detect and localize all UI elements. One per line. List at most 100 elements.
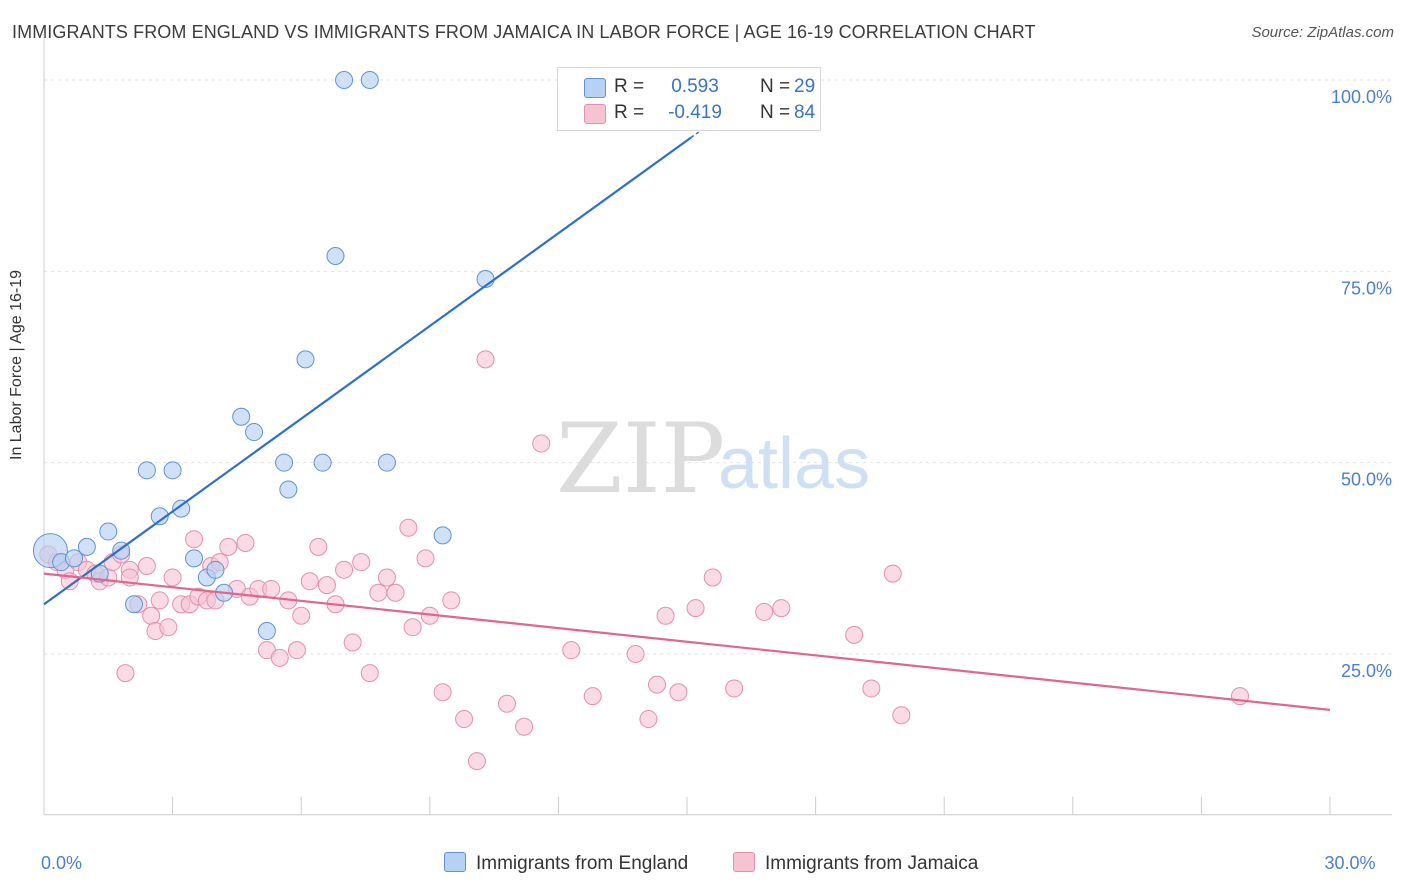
england-point (150, 507, 169, 526)
jamaica-point (163, 568, 182, 587)
jamaica-point (755, 602, 774, 621)
jamaica-point (639, 710, 658, 729)
england-legend-label: Immigrants from England (476, 853, 689, 874)
jamaica-point (399, 518, 418, 537)
jamaica-n-value: 84 (794, 102, 816, 123)
axes (43, 33, 1392, 816)
england-point (232, 407, 251, 426)
england-point (125, 595, 144, 614)
jamaica-point (862, 679, 881, 698)
jamaica-n-label: N = (760, 102, 791, 123)
jamaica-point (467, 752, 486, 771)
england-r-label: R = (614, 76, 645, 97)
jamaica-point (335, 560, 354, 579)
jamaica-point (532, 434, 551, 453)
jamaica-point (703, 568, 722, 587)
jamaica-point (647, 675, 666, 694)
gridlines (44, 79, 1392, 655)
watermark: ZIP atlas (556, 403, 870, 515)
x-tick-label: 30.0% (1324, 853, 1375, 873)
tick-labels: 25.0% 50.0% 75.0% 100.0% 0.0% 30.0% (41, 87, 1392, 873)
jamaica-point (562, 641, 581, 660)
jamaica-point (287, 641, 306, 660)
jamaica-point (137, 556, 156, 575)
england-point (257, 622, 276, 641)
jamaica-point (377, 568, 396, 587)
england-r-value: 0.593 (671, 76, 719, 97)
england-point (279, 480, 298, 499)
jamaica-point (583, 687, 602, 706)
england-point (433, 526, 452, 545)
x-tick-label: 0.0% (41, 853, 82, 873)
jamaica-point (626, 645, 645, 663)
y-tick-label: 25.0% (1341, 661, 1392, 681)
chart-title: IMMIGRANTS FROM ENGLAND VS IMMIGRANTS FR… (12, 22, 1036, 42)
jamaica-point (236, 534, 255, 553)
england-point (163, 461, 182, 480)
england-point (77, 537, 96, 556)
england-n-label: N = (760, 76, 791, 97)
bottom-legend-jamaica[interactable]: Immigrants from Jamaica (733, 852, 978, 875)
jamaica-r-label: R = (614, 102, 645, 123)
jamaica-point (442, 591, 461, 610)
jamaica-point (455, 710, 474, 729)
england-legend-swatch (444, 852, 466, 872)
jamaica-point (686, 599, 705, 618)
england-swatch (584, 78, 606, 98)
jamaica-r-value: -0.419 (668, 102, 722, 123)
source-credit: Source: ZipAtlas.com (1251, 24, 1394, 41)
watermark-atlas: atlas (718, 424, 870, 504)
jamaica-point (343, 633, 362, 652)
jamaica-point (116, 664, 135, 683)
jamaica-trend-line (43, 572, 1331, 711)
jamaica-point (845, 625, 864, 644)
jamaica-point (416, 549, 435, 568)
england-point (313, 453, 332, 472)
jamaica-point (476, 350, 495, 369)
y-tick-label: 75.0% (1341, 278, 1392, 298)
jamaica-point (159, 618, 178, 637)
england-point (377, 453, 396, 472)
england-point (335, 71, 354, 89)
england-point (137, 461, 156, 480)
jamaica-point (150, 591, 169, 610)
jamaica-point (725, 679, 744, 698)
y-tick-label: 100.0% (1331, 87, 1392, 107)
jamaica-point (369, 583, 388, 602)
correlation-legend: R = 0.593 N = 29 R = -0.419 N = 84 (557, 67, 821, 131)
england-n-value: 29 (794, 76, 816, 97)
england-point (296, 350, 315, 369)
england-trend-line (43, 136, 692, 606)
england-point (245, 423, 264, 442)
jamaica-point (352, 553, 371, 572)
england-point (99, 522, 118, 541)
jamaica-point (270, 648, 289, 667)
jamaica-point (772, 599, 791, 618)
jamaica-legend-swatch (733, 852, 755, 872)
england-point (172, 499, 191, 518)
jamaica-point (300, 572, 319, 591)
england-point (206, 560, 225, 579)
jamaica-point (515, 717, 534, 736)
england-point (326, 247, 345, 266)
y-tick-label: 50.0% (1341, 470, 1392, 490)
jamaica-point (219, 537, 238, 556)
jamaica-swatch (584, 104, 606, 124)
jamaica-point (317, 576, 336, 595)
jamaica-point (142, 606, 161, 625)
jamaica-point (892, 706, 911, 725)
bottom-legend-england[interactable]: Immigrants from England (444, 852, 688, 875)
jamaica-point (386, 583, 405, 602)
jamaica-legend-label: Immigrants from Jamaica (765, 853, 979, 874)
jamaica-point (883, 564, 902, 583)
jamaica-point (185, 530, 204, 549)
jamaica-point (262, 579, 281, 598)
england-point (185, 549, 204, 568)
england-point (275, 453, 294, 472)
jamaica-point (497, 694, 516, 713)
jamaica-point (656, 606, 675, 625)
england-point (65, 549, 84, 568)
jamaica-point (403, 618, 422, 637)
watermark-zip: ZIP (556, 403, 725, 515)
